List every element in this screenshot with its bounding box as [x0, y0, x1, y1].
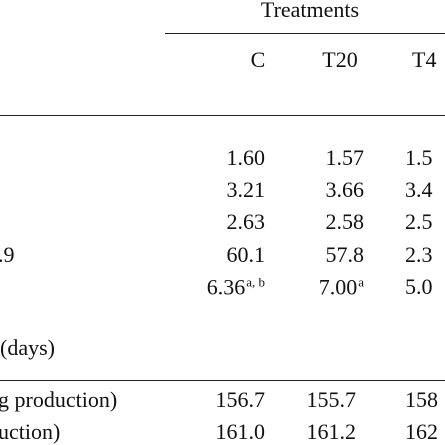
cell: 158	[405, 387, 438, 412]
cell-value: 6.36	[206, 274, 246, 300]
row-label: .9	[0, 242, 15, 267]
cell: 3.21	[226, 177, 266, 202]
cell: 5.0	[405, 274, 433, 299]
cell: 7.00a	[319, 276, 364, 299]
cell: 156.7	[215, 387, 266, 412]
rule	[165, 33, 445, 34]
row-label: (days)	[0, 335, 55, 360]
column-header: T4	[412, 47, 437, 72]
cell: 3.4	[405, 177, 433, 202]
cell: 2.5	[405, 209, 433, 234]
rule	[0, 115, 445, 116]
cell: 60.1	[226, 242, 266, 267]
rule	[0, 380, 445, 381]
superscript: a, b	[246, 274, 265, 290]
column-header: T20	[322, 47, 358, 72]
cell: 1.60	[226, 145, 266, 170]
row-label: uction)	[0, 419, 61, 444]
cell: 2.58	[325, 209, 365, 234]
cell: 161.0	[215, 419, 266, 444]
group-header: Treatments	[260, 0, 360, 22]
row-label: g production)	[0, 387, 118, 412]
cell: 3.66	[325, 177, 365, 202]
cell: 1.57	[325, 145, 365, 170]
cell-value: 7.00	[318, 274, 358, 300]
cell: 155.7	[306, 387, 357, 412]
cell: 1.5	[405, 145, 433, 170]
column-header: C	[250, 47, 266, 72]
cell: 2.63	[226, 209, 266, 234]
cell: 161.2	[306, 419, 357, 444]
superscript: a	[358, 274, 364, 290]
cell: 57.8	[325, 242, 365, 267]
cell: 2.3	[405, 242, 433, 267]
cell: 162	[405, 419, 438, 444]
cell: 6.36a, b	[207, 276, 265, 299]
